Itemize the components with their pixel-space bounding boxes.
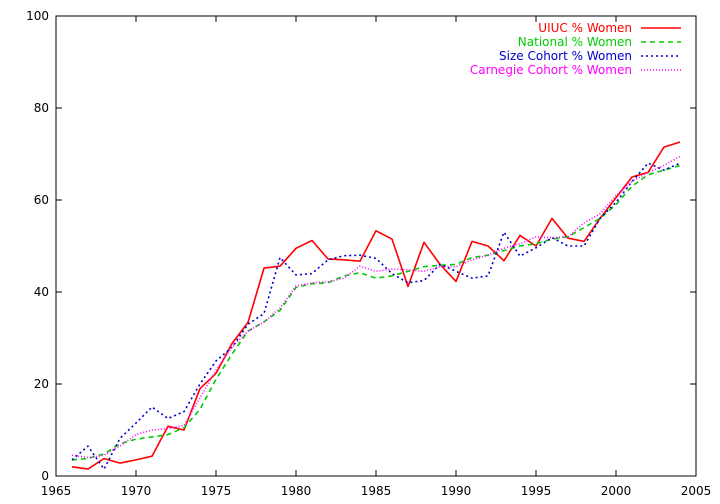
x-tick-label: 1995 [521, 484, 552, 498]
x-tick-label: 1990 [441, 484, 472, 498]
y-tick-label: 80 [34, 101, 49, 115]
legend-label-3: Carnegie Cohort % Women [470, 63, 632, 77]
y-tick-label: 100 [26, 9, 49, 23]
x-tick-label: 1970 [121, 484, 152, 498]
legend-label-1: National % Women [518, 35, 632, 49]
y-tick-label: 0 [41, 469, 49, 483]
series-line-2 [71, 162, 681, 470]
axes: 1965 1970 1975 1980 1985 1990 1995 2000 2005 0 20 4… [26, 9, 711, 498]
x-tick-label: 2005 [681, 484, 712, 498]
y-tick-label: 40 [34, 285, 49, 299]
x-tick-label: 1980 [281, 484, 312, 498]
legend-label-2: Size Cohort % Women [499, 49, 632, 63]
series-line-0 [71, 141, 681, 470]
x-tick-label: 1965 [41, 484, 72, 498]
x-tick-label: 1975 [201, 484, 232, 498]
plot-frame [55, 15, 697, 477]
x-tick-label: 1985 [361, 484, 392, 498]
legend-label-0: UIUC % Women [538, 21, 632, 35]
series-lines [71, 141, 681, 470]
series-line-3 [71, 155, 681, 459]
y-tick-label: 60 [34, 193, 49, 207]
series-line-1 [71, 164, 681, 461]
x-tick-label: 2000 [601, 484, 632, 498]
y-tick-label: 20 [34, 377, 49, 391]
